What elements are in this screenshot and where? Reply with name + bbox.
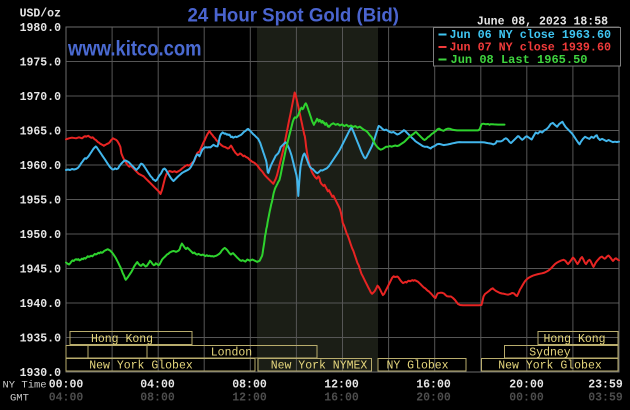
svg-text:08:00: 08:00 xyxy=(232,379,267,392)
svg-text:03:59: 03:59 xyxy=(588,392,623,405)
svg-text:20:00: 20:00 xyxy=(416,392,451,405)
svg-text:London: London xyxy=(211,347,252,360)
svg-text:23:59: 23:59 xyxy=(588,379,623,392)
svg-text:Hong Kong: Hong Kong xyxy=(91,333,153,346)
svg-text:04:00: 04:00 xyxy=(140,379,175,392)
svg-text:New York NYMEX: New York NYMEX xyxy=(271,360,368,373)
svg-text:USD/oz: USD/oz xyxy=(20,8,62,21)
svg-text:1930.0: 1930.0 xyxy=(20,367,62,380)
svg-text:1980.0: 1980.0 xyxy=(20,22,62,35)
svg-text:1975.0: 1975.0 xyxy=(20,57,62,70)
svg-text:NY Time: NY Time xyxy=(3,380,47,392)
svg-text:00:00: 00:00 xyxy=(49,379,84,392)
svg-text:NY Globex: NY Globex xyxy=(386,360,448,373)
svg-text:GMT: GMT xyxy=(10,393,29,405)
svg-text:Jun 07 NY close 1939.60: Jun 07 NY close 1939.60 xyxy=(450,42,612,55)
svg-text:1945.0: 1945.0 xyxy=(20,264,62,277)
svg-text:Hong Kong: Hong Kong xyxy=(543,333,605,346)
svg-text:00:00: 00:00 xyxy=(509,392,544,405)
svg-text:12:00: 12:00 xyxy=(232,392,267,405)
svg-text:June 08, 2023 18:58: June 08, 2023 18:58 xyxy=(477,16,608,29)
svg-text:1970.0: 1970.0 xyxy=(20,91,62,104)
svg-text:New York Globex: New York Globex xyxy=(498,360,602,373)
svg-text:20:00: 20:00 xyxy=(509,379,544,392)
svg-text:16:00: 16:00 xyxy=(416,379,451,392)
svg-text:Jun 06 NY close 1963.60: Jun 06 NY close 1963.60 xyxy=(450,29,612,42)
svg-text:1965.0: 1965.0 xyxy=(20,126,62,139)
svg-text:1950.0: 1950.0 xyxy=(20,229,62,242)
svg-text:12:00: 12:00 xyxy=(324,379,359,392)
svg-text:1960.0: 1960.0 xyxy=(20,160,62,173)
svg-text:www.kitco.com: www.kitco.com xyxy=(67,38,201,61)
svg-text:Jun 08 Last 1965.50: Jun 08 Last 1965.50 xyxy=(451,54,588,67)
svg-text:08:00: 08:00 xyxy=(140,392,175,405)
svg-text:04:00: 04:00 xyxy=(49,392,84,405)
svg-text:New York Globex: New York Globex xyxy=(89,360,193,373)
svg-text:1955.0: 1955.0 xyxy=(20,195,62,208)
svg-text:Sydney: Sydney xyxy=(529,347,571,360)
svg-text:1940.0: 1940.0 xyxy=(20,298,62,311)
svg-text:16:00: 16:00 xyxy=(324,392,359,405)
svg-text:24 Hour Spot Gold (Bid): 24 Hour Spot Gold (Bid) xyxy=(188,5,400,27)
svg-text:1935.0: 1935.0 xyxy=(20,333,62,346)
